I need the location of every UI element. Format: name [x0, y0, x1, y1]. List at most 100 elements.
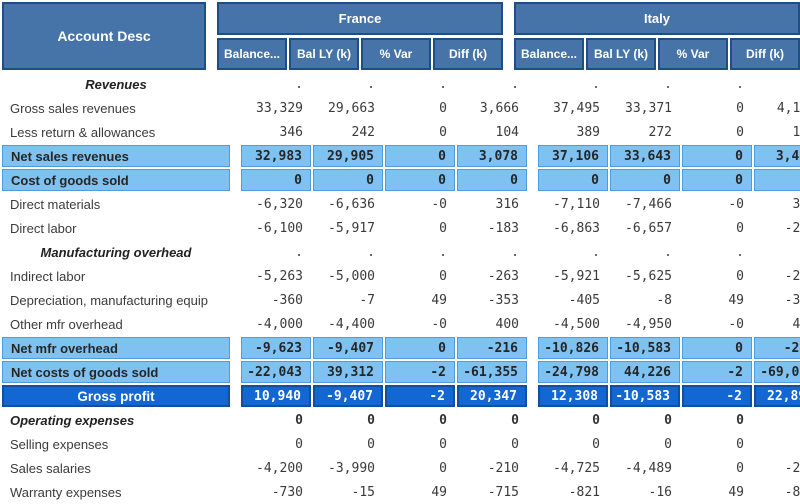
value-cell: 0	[592, 412, 600, 428]
row-france-values: -5,263 -5,000 0 -263	[241, 265, 527, 287]
column-gap	[503, 2, 514, 70]
row-label[interactable]: Depreciation, manufacturing equip	[10, 292, 209, 308]
value-cell: -243	[754, 337, 800, 359]
value-cell: 0	[736, 220, 744, 236]
value-cell: -210	[487, 460, 519, 476]
row-label[interactable]: Manufacturing overhead	[40, 244, 192, 260]
value-cell: 3,666	[479, 100, 519, 116]
column-header-label: Diff (k)	[746, 47, 784, 61]
value-cell: 0	[736, 100, 744, 116]
row-italy-values: . . . .	[538, 73, 800, 95]
value-cell: 22,891	[754, 385, 800, 407]
value-cell: -7,110	[553, 196, 600, 212]
row-label[interactable]: Other mfr overhead	[10, 316, 123, 332]
value-cell: -7	[359, 292, 375, 308]
row-france-values: 0 0 0 0	[241, 433, 527, 455]
row-label[interactable]: Net sales revenues	[2, 145, 230, 167]
value-cell: 389	[576, 124, 600, 140]
value-cell: 0	[736, 460, 744, 476]
row-header-account-desc[interactable]: Account Desc	[2, 2, 206, 70]
value-cell: -0	[431, 316, 447, 332]
column-header-bal-ly[interactable]: Bal LY (k)	[289, 38, 359, 70]
row-label[interactable]: Sales salaries	[10, 460, 91, 476]
table-row: Net costs of goods sold -22,043 39,312 -…	[2, 360, 800, 384]
column-header-balance[interactable]: Balance...	[514, 38, 584, 70]
value-cell: 0	[439, 412, 447, 428]
row-label[interactable]: Indirect labor	[10, 268, 86, 284]
column-header-bal-ly[interactable]: Bal LY (k)	[586, 38, 656, 70]
value-cell: -236	[784, 460, 800, 476]
value-cell: 49	[431, 292, 447, 308]
value-cell: 0	[385, 337, 455, 359]
table-row: Gross sales revenues 33,329 29,663 0 3,6…	[2, 96, 800, 120]
row-italy-values: -4,500 -4,950 -0 450	[538, 313, 800, 335]
table-row: Net mfr overhead -9,623 -9,407 0 -216 -1…	[2, 336, 800, 360]
group-header-france[interactable]: France	[217, 2, 503, 35]
value-cell: -2	[682, 385, 752, 407]
value-cell: 0	[457, 169, 527, 191]
value-cell: 10,940	[241, 385, 311, 407]
row-italy-values: -24,798 44,226 -2 -69,024	[538, 361, 800, 383]
value-cell: 33,329	[256, 100, 303, 116]
group-header-italy[interactable]: Italy	[514, 2, 800, 35]
value-cell: 0	[682, 145, 752, 167]
value-cell: .	[295, 244, 303, 260]
value-cell: 49	[728, 292, 744, 308]
row-header-label: Account Desc	[57, 28, 151, 44]
row-label[interactable]: Direct materials	[10, 196, 101, 212]
row-italy-values: 37,495 33,371 0 4,124	[538, 97, 800, 119]
value-cell: 29,663	[328, 100, 375, 116]
column-header-pct-var[interactable]: % Var	[361, 38, 431, 70]
value-cell: 0	[295, 436, 303, 452]
value-cell: -22,043	[241, 361, 311, 383]
value-cell: -4,950	[625, 316, 672, 332]
column-header-label: Balance...	[520, 47, 578, 61]
value-cell: -9,407	[313, 385, 383, 407]
row-italy-values: -821 -16 49 -805	[538, 481, 800, 503]
value-cell: 0	[664, 412, 672, 428]
column-header-label: Balance...	[223, 47, 281, 61]
value-cell: 104	[495, 124, 519, 140]
column-header-balance[interactable]: Balance...	[217, 38, 287, 70]
row-label[interactable]: Revenues	[85, 76, 147, 92]
row-label[interactable]: Warranty expenses	[10, 484, 122, 500]
value-cell: 0	[682, 169, 752, 191]
table-row: Depreciation, manufacturing equip -360 -…	[2, 288, 800, 312]
value-cell: 33,643	[610, 145, 680, 167]
group-label: Italy	[643, 11, 670, 26]
value-cell: 0	[754, 409, 800, 431]
column-header-diff[interactable]: Diff (k)	[433, 38, 503, 70]
row-france-values: -360 -7 49 -353	[241, 289, 527, 311]
value-cell: 272	[648, 124, 672, 140]
value-cell: -24,798	[538, 361, 608, 383]
value-cell: .	[664, 244, 672, 260]
value-cell: 4,124	[776, 100, 800, 116]
value-cell: -10,826	[538, 337, 608, 359]
row-italy-values: -4,725 -4,489 0 -236	[538, 457, 800, 479]
row-label[interactable]: Operating expenses	[10, 412, 135, 428]
row-label[interactable]: Net costs of goods sold	[2, 361, 230, 383]
value-cell: 117	[792, 124, 800, 140]
row-label[interactable]: Gross sales revenues	[10, 100, 136, 116]
row-label[interactable]: Direct labor	[10, 220, 77, 236]
value-cell: -69,024	[754, 361, 800, 383]
table-row: Manufacturing overhead . . . . . . . .	[2, 240, 800, 264]
table-row: Less return & allowances 346 242 0 104 3…	[2, 120, 800, 144]
value-cell: 3,078	[457, 145, 527, 167]
row-france-values: 0 0 0 0	[241, 409, 527, 431]
column-header-diff[interactable]: Diff (k)	[730, 38, 800, 70]
value-cell: -6,636	[328, 196, 375, 212]
value-cell: 44,226	[610, 361, 680, 383]
row-italy-values: 0 0 0 0	[538, 409, 800, 431]
row-label[interactable]: Cost of goods sold	[2, 169, 230, 191]
row-label[interactable]: Selling expenses	[10, 436, 109, 452]
row-label[interactable]: Less return & allowances	[10, 124, 156, 140]
table-row: Gross profit 10,940 -9,407 -2 20,347 12,…	[2, 384, 800, 408]
value-cell: 0	[439, 100, 447, 116]
row-label[interactable]: Net mfr overhead	[2, 337, 230, 359]
row-label[interactable]: Gross profit	[2, 385, 230, 407]
value-cell: 37,495	[553, 100, 600, 116]
column-header-pct-var[interactable]: % Var	[658, 38, 728, 70]
value-cell: -3,990	[328, 460, 375, 476]
value-cell: -6,320	[256, 196, 303, 212]
